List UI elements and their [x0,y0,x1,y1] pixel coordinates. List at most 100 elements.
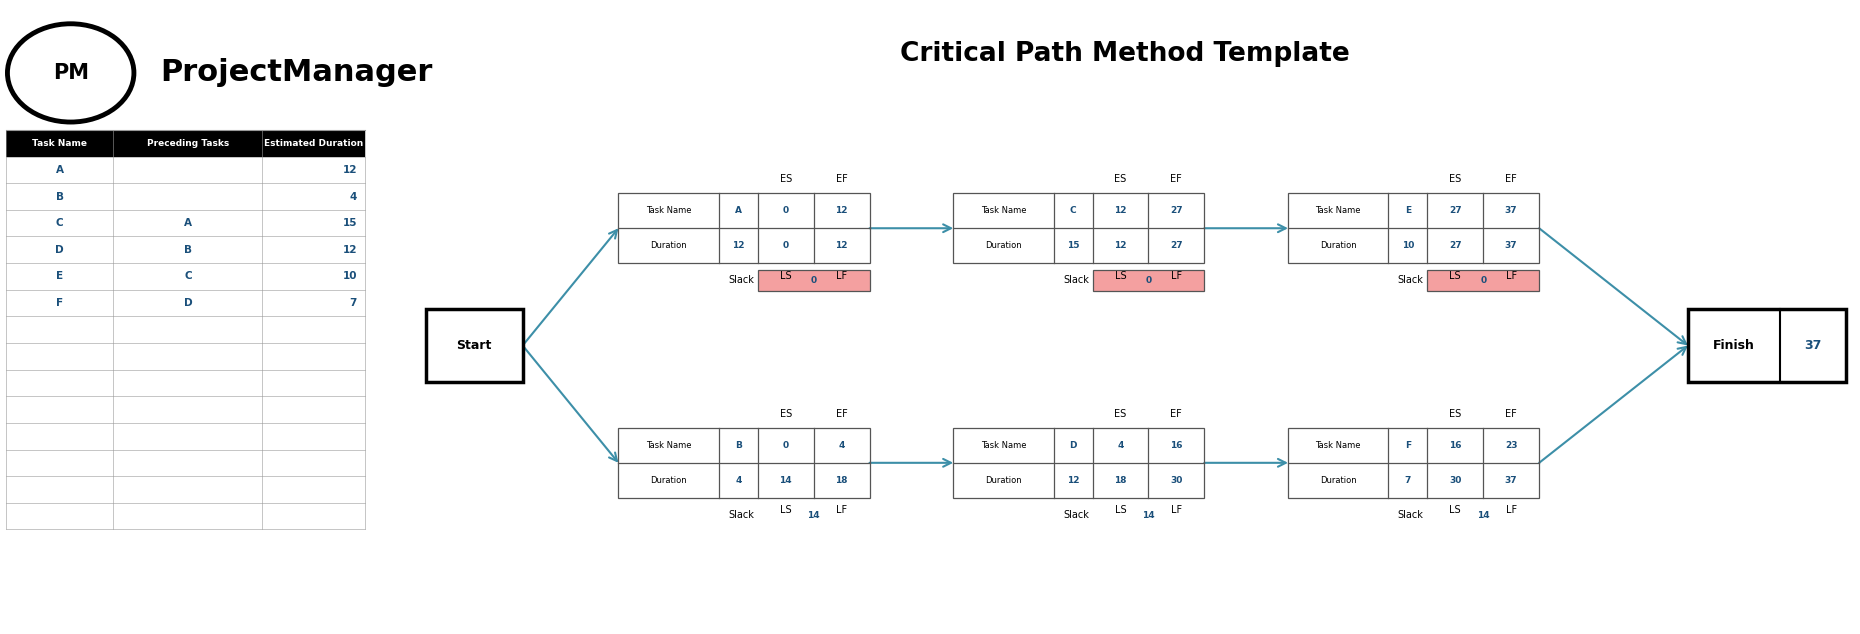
Bar [1287,193,1540,263]
Text: 10: 10 [1402,241,1414,250]
Text: B: B [184,245,192,255]
Text: 18: 18 [1114,476,1127,485]
Text: ES: ES [1449,409,1462,418]
Text: ES: ES [779,174,792,184]
Text: LF: LF [1505,271,1516,281]
Text: Task Name: Task Name [645,441,692,450]
Bar [952,193,1205,263]
Bar [1687,309,1845,382]
Text: C: C [56,218,63,228]
Text: 10: 10 [342,271,357,281]
Text: LS: LS [779,505,792,515]
Bar [952,428,1205,498]
Text: 12: 12 [1114,241,1127,250]
Text: EF: EF [835,174,848,184]
Text: 0: 0 [783,241,789,250]
Text: ProjectManager: ProjectManager [160,58,432,87]
Text: A: A [184,218,192,228]
Text: A: A [56,165,63,175]
Text: ES: ES [779,409,792,418]
Text: LS: LS [1449,271,1462,281]
Text: Task Name: Task Name [1315,206,1362,216]
Text: EF: EF [835,409,848,418]
Text: 12: 12 [342,245,357,255]
Bar [1092,270,1203,291]
Text: 37: 37 [1505,476,1518,485]
Text: B: B [735,441,742,450]
Text: 23: 23 [1505,441,1518,450]
Text: Duration: Duration [651,241,686,250]
Bar [1427,270,1538,291]
Text: LF: LF [1170,505,1181,515]
Text: 27: 27 [1170,206,1183,216]
Text: ES: ES [1449,174,1462,184]
Text: C: C [1070,206,1077,216]
Text: 4: 4 [839,441,844,450]
Bar [757,270,870,291]
Text: 0: 0 [1146,276,1151,285]
Text: Task Name: Task Name [980,206,1027,216]
Text: 0: 0 [811,276,817,285]
Text: A: A [735,206,742,216]
Text: 12: 12 [835,206,848,216]
Text: Task Name: Task Name [1315,441,1362,450]
Text: EF: EF [1505,174,1518,184]
Text: Duration: Duration [1321,476,1356,485]
Text: Slack: Slack [1064,276,1088,285]
Text: Estimated Duration: Estimated Duration [264,139,363,148]
Text: 14: 14 [807,510,820,519]
Text: LF: LF [1170,271,1181,281]
Text: Slack: Slack [1064,510,1088,520]
Bar [1287,428,1540,498]
Text: LF: LF [835,505,846,515]
Text: Duration: Duration [986,241,1021,250]
Text: 30: 30 [1170,476,1183,485]
Text: Task Name: Task Name [32,139,87,148]
Text: LS: LS [779,271,792,281]
Text: 14: 14 [1477,510,1490,519]
Text: EF: EF [1170,174,1183,184]
Text: D: D [184,298,192,308]
Text: 0: 0 [783,206,789,216]
Text: 27: 27 [1449,206,1462,216]
Text: EF: EF [1170,409,1183,418]
Text: 12: 12 [733,241,744,250]
Text: Slack: Slack [729,276,753,285]
Text: D: D [1070,441,1077,450]
Text: Start: Start [456,339,493,352]
Text: 14: 14 [779,476,792,485]
Text: LF: LF [835,271,846,281]
Text: 0: 0 [1481,276,1486,285]
Text: 16: 16 [1449,441,1462,450]
Text: Finish: Finish [1713,339,1754,352]
Text: 4: 4 [350,191,357,202]
Text: F: F [56,298,63,308]
Bar [618,193,870,263]
Text: LS: LS [1449,505,1462,515]
Text: 12: 12 [1068,476,1079,485]
Text: Duration: Duration [986,476,1021,485]
Text: Duration: Duration [651,476,686,485]
Text: 12: 12 [835,241,848,250]
Text: 12: 12 [1114,206,1127,216]
Text: 7: 7 [350,298,357,308]
Text: 16: 16 [1170,441,1183,450]
Text: Task Name: Task Name [645,206,692,216]
Text: Critical Path Method Template: Critical Path Method Template [900,41,1350,67]
Text: 4: 4 [735,476,742,485]
Text: Slack: Slack [729,510,753,520]
Text: C: C [184,271,192,281]
Text: 37: 37 [1804,339,1821,352]
Text: 4: 4 [1118,441,1123,450]
Bar [426,309,523,382]
Text: LF: LF [1505,505,1516,515]
Text: 37: 37 [1505,241,1518,250]
Bar [6,130,365,157]
Text: D: D [56,245,63,255]
Text: 15: 15 [342,218,357,228]
Text: Slack: Slack [1399,276,1423,285]
Text: Task Name: Task Name [980,441,1027,450]
Text: Duration: Duration [1321,241,1356,250]
Text: 15: 15 [1068,241,1079,250]
Text: B: B [56,191,63,202]
